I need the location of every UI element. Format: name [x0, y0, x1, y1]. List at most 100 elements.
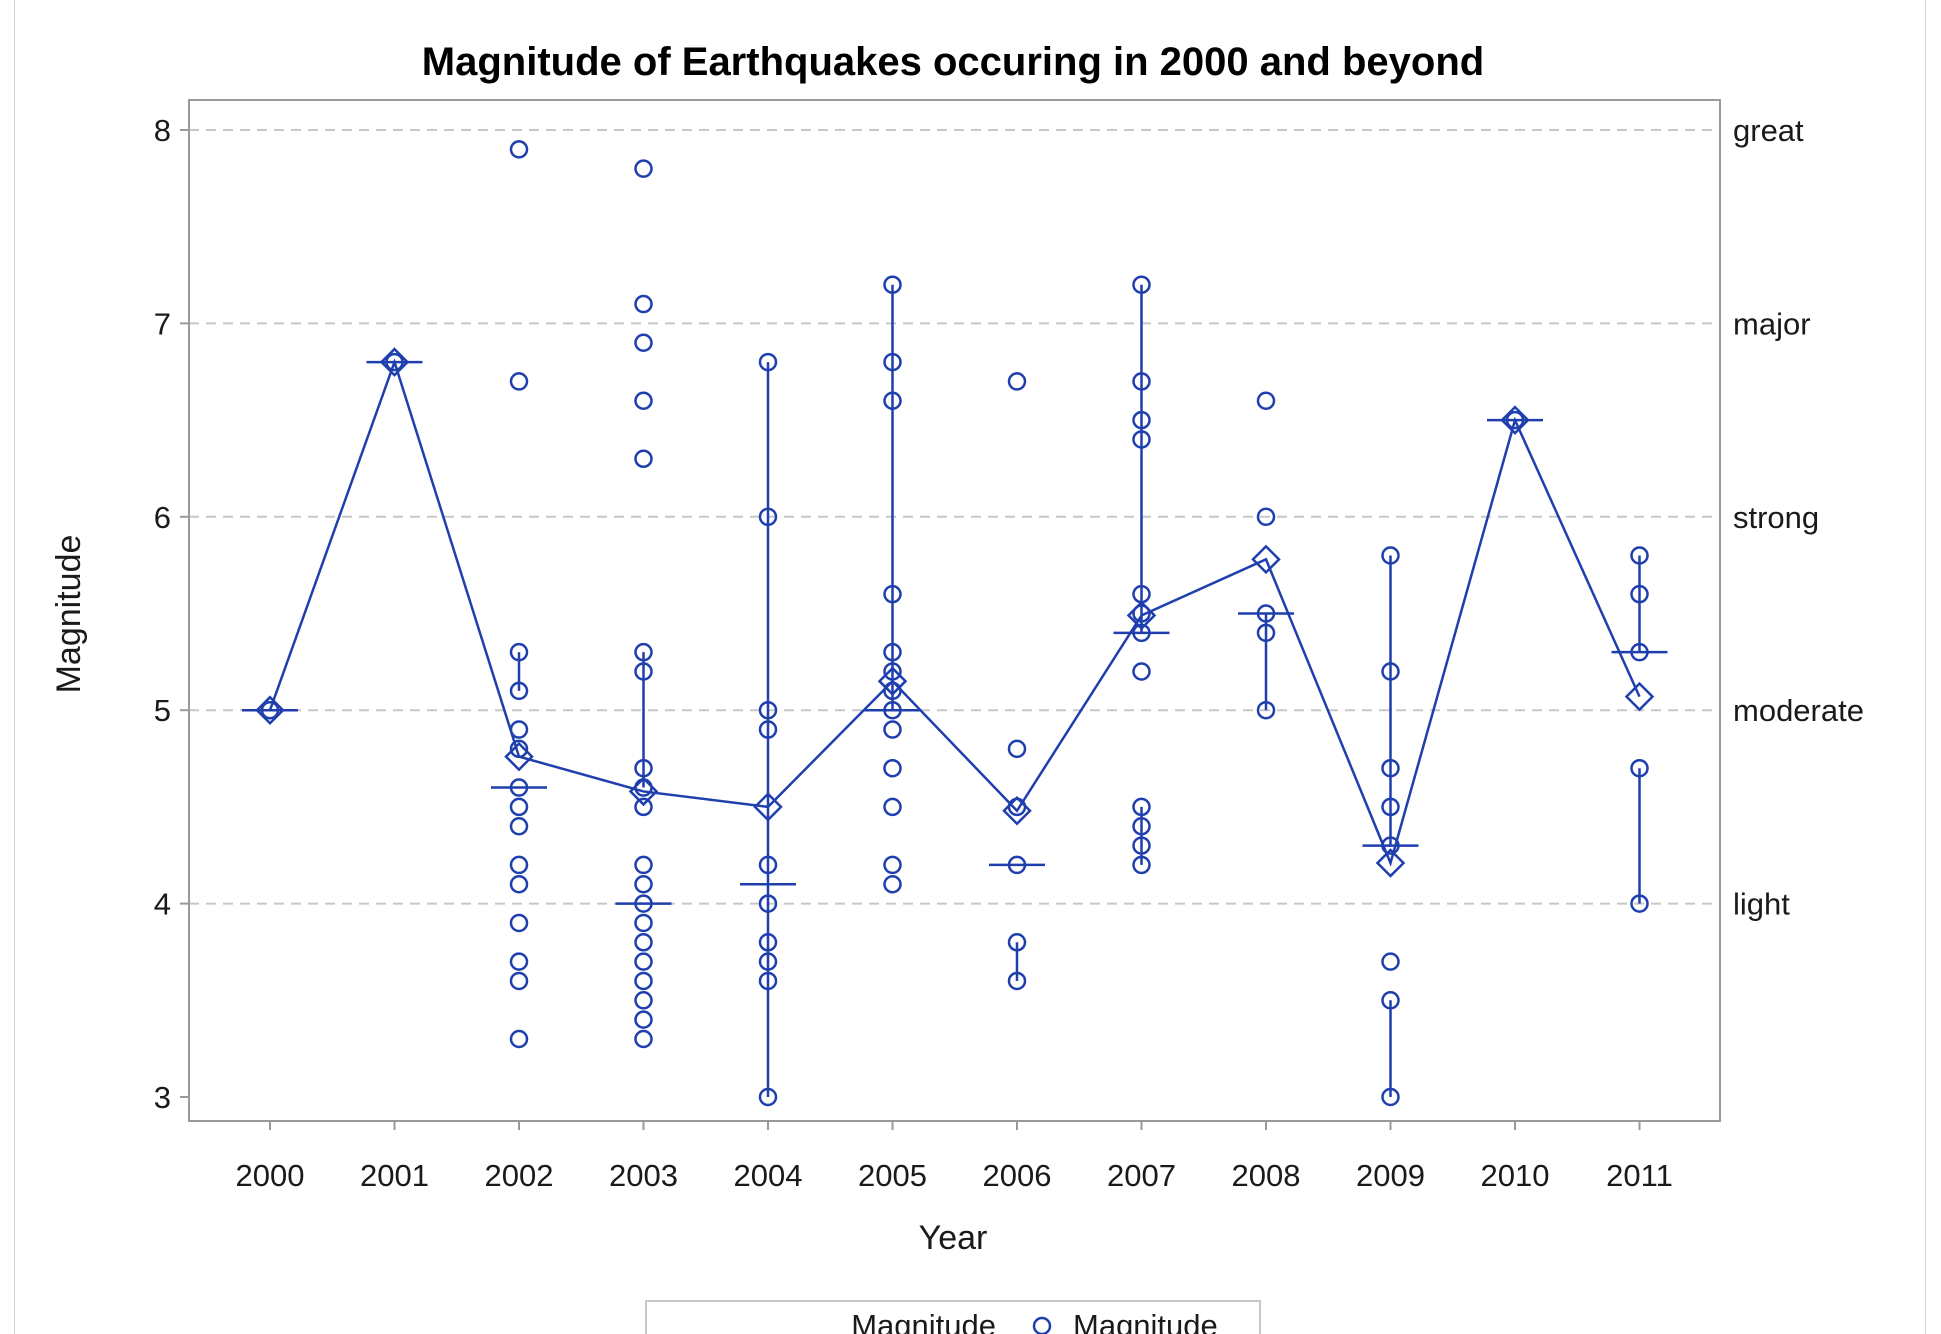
data-point-circle	[634, 758, 653, 778]
data-point-circle	[509, 140, 529, 159]
mean-diamond-marker	[379, 347, 410, 377]
axis-layer: light moderate strong major great 3 4 5 6 7 8 2000 2…	[154, 113, 1864, 1193]
data-point-circle	[1132, 816, 1151, 836]
data-point-circle	[1256, 623, 1276, 643]
data-point-circle	[1381, 797, 1400, 817]
mean-diamond-marker	[1126, 600, 1157, 631]
x-tick-label: 2005	[858, 1158, 927, 1193]
mean-diamond-marker	[1002, 796, 1032, 826]
x-tick-label: 2001	[360, 1158, 429, 1193]
data-point-circle	[758, 700, 778, 720]
plot-layer	[242, 140, 1668, 1107]
data-point-circle	[758, 855, 778, 875]
data-point-circle	[1132, 275, 1151, 294]
data-point-circle	[634, 797, 653, 817]
x-tick-label: 2004	[734, 1158, 803, 1193]
data-point-circle	[634, 662, 653, 681]
data-point-circle	[509, 778, 529, 797]
chart-frame	[14, 0, 1926, 1334]
data-point-circle	[509, 720, 529, 739]
data-point-circle	[883, 662, 902, 681]
data-point-circle	[1381, 991, 1400, 1010]
mean-diamond-marker	[628, 776, 659, 807]
x-tick-label: 2009	[1356, 1158, 1425, 1193]
data-point-circle	[634, 294, 653, 314]
data-point-circle	[883, 855, 902, 875]
data-point-circle	[1132, 604, 1151, 623]
data-point-circle	[1256, 391, 1276, 411]
data-point-circle	[509, 797, 529, 817]
grid-layer	[189, 129, 1720, 905]
y-axis-label: Magnitude	[50, 535, 88, 694]
data-point-circle	[1381, 662, 1400, 681]
legend-label-observations: Magnitude	[1073, 1308, 1218, 1334]
y-tick-label: 3	[154, 1080, 171, 1115]
data-point-circle	[1132, 662, 1151, 681]
data-point-circle	[1630, 584, 1649, 604]
data-point-circle	[1630, 894, 1649, 913]
data-point-circle	[634, 991, 653, 1010]
legend-circle-marker	[1032, 1316, 1052, 1334]
y-tick-label: 7	[154, 306, 171, 341]
y-tick-label: 6	[154, 500, 171, 535]
data-point-circle	[883, 584, 902, 604]
mean-line	[268, 358, 1641, 867]
data-point-circle	[634, 952, 653, 971]
data-point-circle	[883, 797, 902, 817]
data-point-circle	[1630, 546, 1649, 565]
chart-title: Magnitude of Earthquakes occuring in 200…	[422, 40, 1484, 84]
data-point-circle	[634, 933, 653, 952]
data-point-circle	[1256, 604, 1276, 623]
data-point-circle	[1132, 797, 1151, 817]
data-point-circle	[634, 1029, 653, 1049]
data-point-circle	[509, 681, 529, 701]
x-tick-label: 2003	[609, 1158, 678, 1193]
reference-label-great: great	[1733, 113, 1804, 148]
data-point-circle	[634, 391, 653, 411]
mean-diamond-marker	[877, 666, 908, 696]
data-point-circle	[509, 739, 529, 759]
x-tick-label: 2011	[1606, 1158, 1673, 1193]
mean-diamond-marker	[1251, 544, 1281, 575]
mean-diamond-marker	[1500, 405, 1530, 435]
data-point-circle	[883, 275, 902, 294]
x-axis-label: Year	[919, 1219, 988, 1257]
data-point-circle	[509, 952, 529, 971]
x-tick-label: 2002	[485, 1158, 554, 1193]
data-point-circle	[1007, 855, 1027, 875]
data-point-circle	[1132, 855, 1151, 875]
data-point-circle	[634, 333, 653, 352]
mean-diamond-marker	[504, 741, 534, 772]
data-point-circle	[758, 952, 778, 971]
x-tick-label: 2000	[236, 1158, 305, 1193]
data-point-circle	[1381, 952, 1400, 971]
data-point-circle	[634, 855, 653, 875]
y-tick-label: 4	[154, 887, 171, 922]
data-point-circle	[883, 720, 902, 739]
y-tick-label: 8	[154, 113, 171, 148]
data-point-circle	[509, 1029, 529, 1049]
data-point-circle	[509, 372, 529, 391]
data-point-circle	[1381, 1087, 1400, 1107]
data-point-circle	[1007, 739, 1027, 759]
data-point-circle	[509, 816, 529, 836]
mean-diamond-marker	[1624, 681, 1655, 712]
data-point-circle	[883, 758, 902, 778]
data-point-circle	[260, 700, 280, 720]
legend-box	[645, 1300, 1261, 1334]
data-point-circle	[1132, 623, 1151, 643]
data-point-circle	[509, 971, 529, 991]
data-point-circle	[634, 1010, 653, 1029]
data-point-circle	[758, 507, 778, 527]
reference-label-moderate: moderate	[1733, 693, 1864, 728]
data-point-circle	[634, 159, 653, 178]
data-point-circle	[758, 971, 778, 991]
plot-area-border	[188, 99, 1721, 1122]
reference-label-major: major	[1733, 306, 1811, 341]
data-point-circle	[1381, 758, 1400, 778]
data-point-circle	[1630, 642, 1649, 662]
data-point-circle	[509, 875, 529, 894]
x-tick-label: 2008	[1232, 1158, 1301, 1193]
data-point-circle	[883, 352, 902, 372]
